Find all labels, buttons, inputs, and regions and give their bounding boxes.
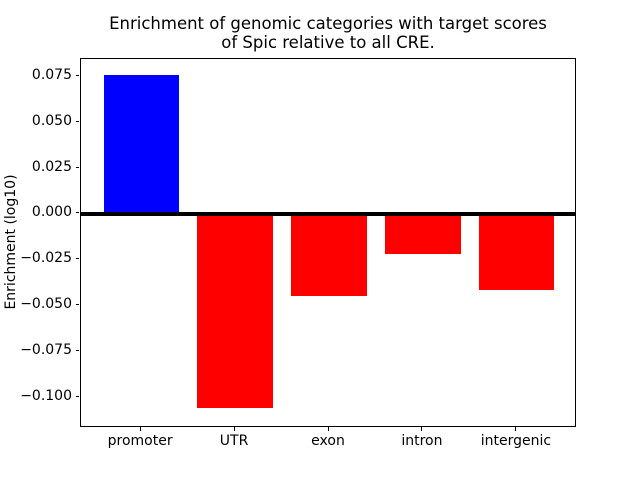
y-tick-label: −0.050: [20, 296, 72, 313]
x-tick-mark: [327, 427, 329, 431]
y-tick-mark: [75, 350, 79, 352]
x-tick-mark: [515, 427, 517, 431]
chart-title-line2: of Spic relative to all CRE.: [221, 33, 435, 52]
x-tick-label-promoter: promoter: [107, 432, 173, 449]
y-tick-mark: [75, 304, 79, 306]
zero-line: [81, 211, 575, 216]
chart-title-line1: Enrichment of genomic categories with ta…: [109, 14, 547, 33]
y-tick-label: 0.000: [31, 204, 72, 221]
y-axis-label: Enrichment (log10): [3, 174, 19, 310]
y-tick-mark: [75, 120, 79, 122]
x-tick-label-exon: exon: [311, 432, 345, 449]
plot-area: [80, 57, 576, 428]
x-tick-label-UTR: UTR: [219, 432, 249, 449]
y-tick-mark: [75, 74, 79, 76]
y-tick-mark: [75, 396, 79, 398]
x-tick-mark: [139, 427, 141, 431]
y-tick-mark: [75, 212, 79, 214]
bar-intron: [385, 213, 461, 254]
y-tick-label: −0.025: [20, 250, 72, 267]
x-tick-label-intron: intron: [401, 432, 443, 449]
y-tick-mark: [75, 166, 79, 168]
x-tick-mark: [233, 427, 235, 431]
bar-promoter: [103, 75, 179, 214]
y-tick-label: 0.025: [31, 158, 72, 175]
x-tick-mark: [421, 427, 423, 431]
y-tick-label: 0.050: [31, 112, 72, 129]
bar-exon: [291, 213, 367, 296]
chart-title: Enrichment of genomic categories with ta…: [80, 14, 576, 52]
y-tick-mark: [75, 258, 79, 260]
y-tick-label: −0.100: [20, 388, 72, 405]
x-tick-label-intergenic: intergenic: [480, 432, 552, 449]
bar-intergenic: [479, 213, 555, 290]
y-tick-label: 0.075: [31, 66, 72, 83]
y-tick-label: −0.075: [20, 342, 72, 359]
bar-UTR: [197, 213, 273, 409]
